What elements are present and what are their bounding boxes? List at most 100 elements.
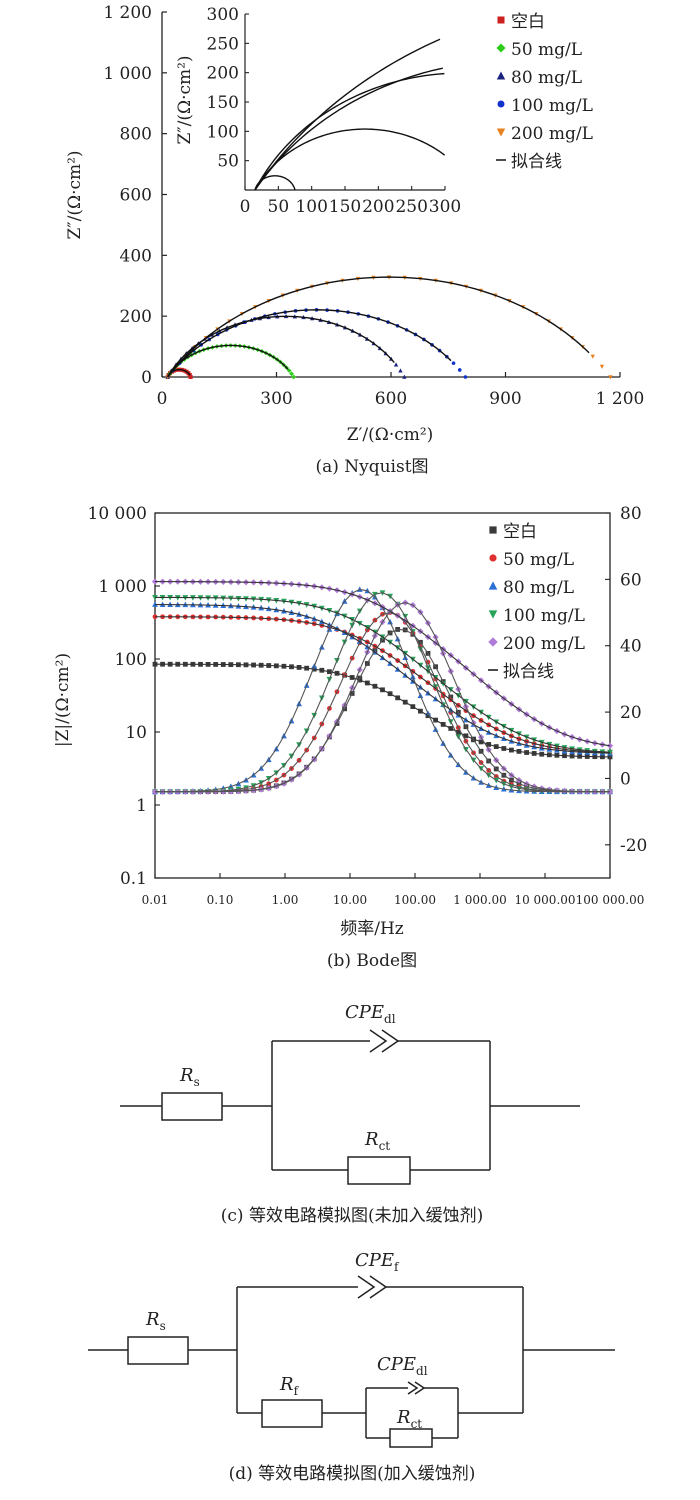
bode-y2-tick-label: 0 — [620, 769, 631, 789]
bode-y-tick-label: 0.1 — [120, 869, 147, 889]
legend-label: 空白 — [503, 522, 537, 542]
nyq-data-point — [463, 375, 468, 379]
bode-y2-tick-label: 40 — [620, 637, 642, 657]
bode-y2-tick-label: 20 — [620, 703, 642, 723]
inset-fit-line — [254, 67, 443, 191]
nyq-x-tick-label: 300 — [260, 389, 292, 409]
nyq-y-label: Z″/(Ω·cm²) — [65, 150, 85, 239]
nyq-y-tick-label: 0 — [141, 368, 152, 388]
inset-x-tick-label: 200 — [362, 197, 394, 217]
bode-phase-fit — [154, 592, 611, 793]
bode-y2-tick-label: 60 — [620, 570, 642, 590]
legend-marker — [496, 128, 506, 137]
bode-phase-fit — [154, 602, 611, 793]
bode-x-tick-label: 10 000.00 — [514, 893, 575, 907]
legend-label: 200 mg/L — [511, 124, 593, 144]
circuit-d-rf-resistor — [261, 1399, 323, 1428]
bode-caption: (b) Bode图 — [327, 951, 417, 971]
inset-x-tick-label: 300 — [429, 197, 461, 217]
nyq-data-point — [291, 374, 297, 380]
legend-label: 100 mg/L — [503, 606, 585, 626]
nyq-data-point — [402, 374, 407, 379]
inset-y-tick-label: 150 — [207, 93, 239, 113]
nyq-x-tick-label: 900 — [489, 389, 521, 409]
nyq-x-label: Z′/(Ω·cm²) — [347, 425, 434, 445]
bode-mag-fit — [154, 596, 611, 753]
inset-fit-line — [254, 175, 296, 191]
bode-y-label: |Z|/(Ω·cm²) — [53, 653, 73, 747]
bode-y2-tick-label: -20 — [620, 836, 647, 856]
circuit-d-rct-label: Rct — [396, 1407, 422, 1431]
legend-label: 80 mg/L — [503, 578, 574, 598]
bode-x-tick-label: 0.10 — [207, 893, 234, 907]
circuit-d-rct-resistor — [389, 1428, 433, 1448]
nyq-data-point — [188, 375, 193, 379]
nyq-caption: (a) Nyquist图 — [315, 457, 428, 477]
legend-label: 80 mg/L — [511, 68, 582, 88]
nyq-fit-line — [167, 315, 395, 378]
bode-y-tick-label: 1 — [136, 796, 147, 816]
nyq-y-tick-label: 600 — [120, 186, 152, 206]
inset-x-tick-label: 50 — [268, 197, 290, 217]
circuit-d-cpe-f-label: CPEf — [355, 1250, 400, 1274]
bode-x-tick-label: 1 000.00 — [453, 893, 506, 907]
legend-marker — [488, 637, 498, 647]
nyq-fit-line — [167, 309, 452, 378]
nyq-y-tick-label: 1 200 — [103, 3, 152, 23]
nyq-x-tick-label: 1 200 — [596, 389, 645, 409]
legend-marker — [488, 581, 498, 590]
inset-x-tick-label: 250 — [395, 197, 427, 217]
bode-x-tick-label: 100.00 — [394, 893, 436, 907]
bode-legend: 空白 50 mg/L 80 mg/L 100 mg/L 200 mg/L 拟合线 — [488, 522, 585, 682]
circuit-c-rs-resistor — [161, 1092, 223, 1121]
nyq-data-point — [590, 354, 595, 359]
circuit-c — [120, 1029, 580, 1185]
circuit-d-rs-label: Rs — [145, 1309, 166, 1333]
inset-x-tick-label: 100 — [295, 197, 327, 217]
legend-label: 50 mg/L — [503, 550, 574, 570]
bode-mag-fit — [154, 663, 611, 758]
bode-mag-fit — [154, 603, 611, 754]
legend-marker — [488, 610, 498, 619]
legend-marker — [497, 100, 505, 108]
circuit-c-cpe-symbol — [369, 1029, 400, 1053]
inset-fit-line — [254, 128, 446, 191]
circuit-c-rct-resistor — [347, 1156, 411, 1185]
bode-mag-point — [152, 661, 158, 667]
bode-y-tick-label: 10 000 — [88, 504, 147, 524]
inset-fit-line — [254, 38, 441, 191]
nyq-fit-line — [167, 276, 590, 378]
nyq-data-point — [608, 375, 613, 380]
nyq-data-point — [599, 364, 605, 369]
circuit-c-rct-label: Rct — [364, 1129, 390, 1153]
legend-marker — [496, 43, 506, 53]
bode-x-tick-label: 10.00 — [333, 893, 367, 907]
legend-label: 50 mg/L — [511, 40, 582, 60]
legend-label: 空白 — [511, 12, 545, 32]
nyq-data-point — [451, 361, 456, 365]
legend-label: 拟合线 — [503, 662, 554, 682]
nyq-x-tick-label: 0 — [157, 389, 168, 409]
nyq-y-tick-label: 800 — [120, 125, 152, 145]
legend-marker — [489, 526, 497, 534]
bode-x-tick-label: 100 000.00 — [576, 893, 645, 907]
legend-label: 拟合线 — [511, 152, 562, 172]
nyq-data-point — [457, 368, 462, 372]
bode-y-tick-label: 1 000 — [98, 577, 147, 597]
legend-marker — [496, 71, 506, 80]
nyq-data-point — [393, 362, 399, 367]
inset-y-tick-label: 50 — [217, 152, 239, 172]
bode-x-tick-label: 0.01 — [142, 893, 169, 907]
circuit-d-rs-resistor — [127, 1336, 189, 1365]
bode-y-tick-label: 100 — [115, 650, 147, 670]
inset-y-tick-label: 250 — [207, 34, 239, 54]
bode-mag-point — [606, 742, 614, 749]
nyq-legend: 空白 50 mg/L 80 mg/L 100 mg/L 200 mg/L 拟合线 — [496, 12, 593, 172]
circuit-c-caption: (c) 等效电路模拟图(未加入缓蚀剂) — [221, 1206, 483, 1226]
nyq-y-tick-label: 400 — [120, 246, 152, 266]
circuit-c-rs-label: Rs — [179, 1065, 200, 1089]
legend-marker — [489, 554, 497, 562]
circuit-d-rf-label: Rf — [279, 1374, 300, 1398]
bode-mag-point — [152, 601, 158, 607]
